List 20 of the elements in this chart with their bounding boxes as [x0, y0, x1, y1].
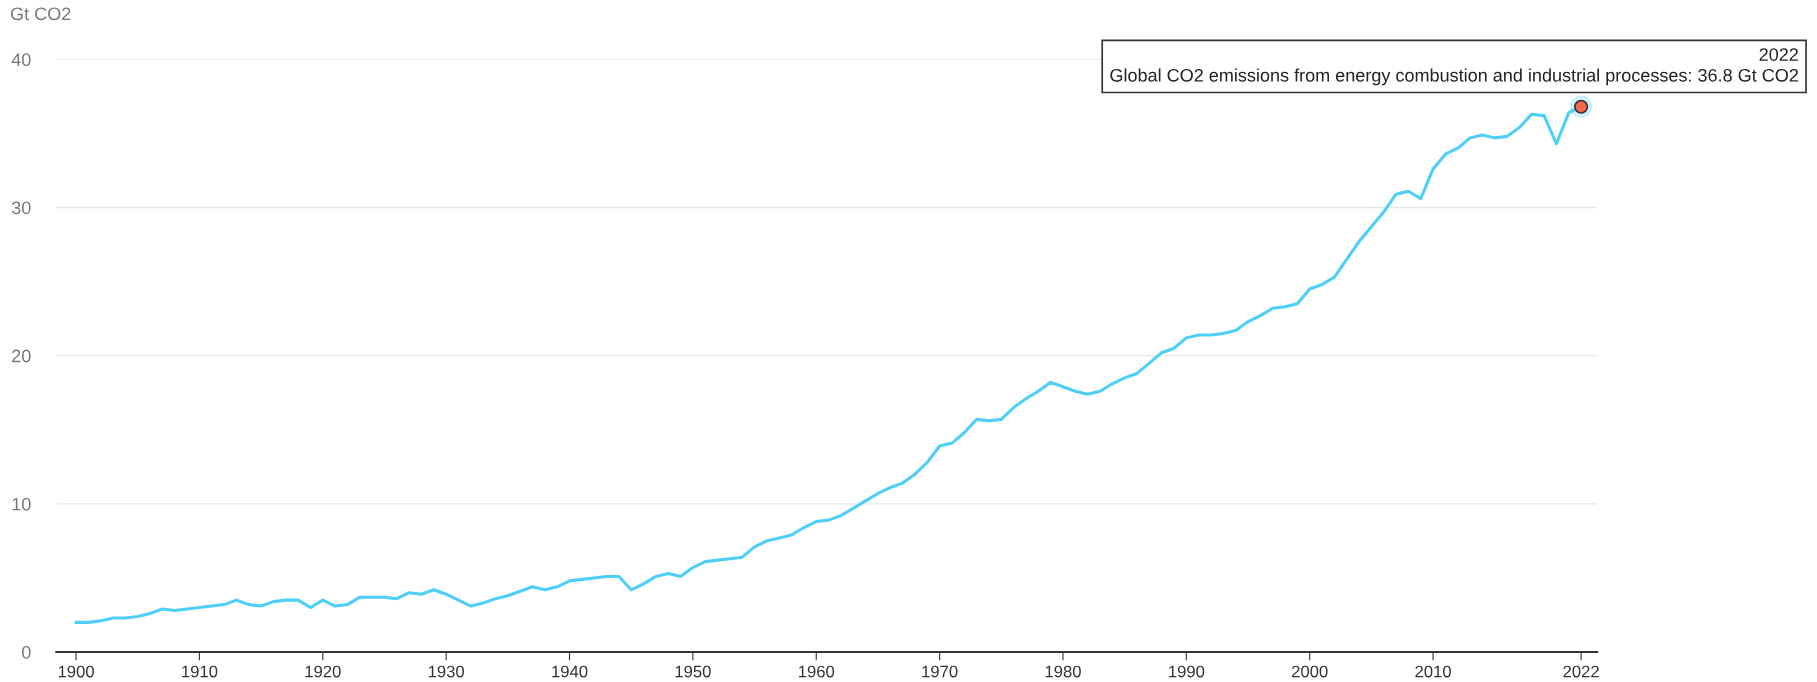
x-tick-label: 1960	[798, 665, 835, 678]
x-tick-label: 1970	[922, 665, 958, 678]
x-tick-label: 2000	[1292, 665, 1328, 678]
y-axis-title: Gt CO2	[11, 7, 71, 21]
y-tick-label: 30	[11, 201, 31, 215]
x-tick-label: 1980	[1045, 665, 1081, 678]
x-tick-label: 1940	[552, 665, 588, 678]
y-tick-label: 20	[12, 349, 31, 363]
y-tick-label: 0	[21, 645, 31, 659]
x-tick-label: 1900	[58, 665, 94, 678]
annotation: 2022 Global CO2 emissions from energy combustion and industrial processes: 36.8 Gt CO2	[1110, 48, 1798, 86]
x-tick-label: 1910	[182, 665, 218, 678]
x-tick-label: 1990	[1169, 665, 1205, 678]
y-tick-label: 40	[11, 53, 31, 67]
x-tick-label: 1950	[675, 665, 711, 678]
x-tick-label: 1930	[428, 665, 465, 678]
x-tick-label: 2010	[1415, 665, 1451, 678]
x-tick-label: 1920	[305, 665, 341, 678]
x-tick-label: 2022	[1563, 665, 1599, 678]
y-tick-label: 10	[12, 497, 31, 511]
